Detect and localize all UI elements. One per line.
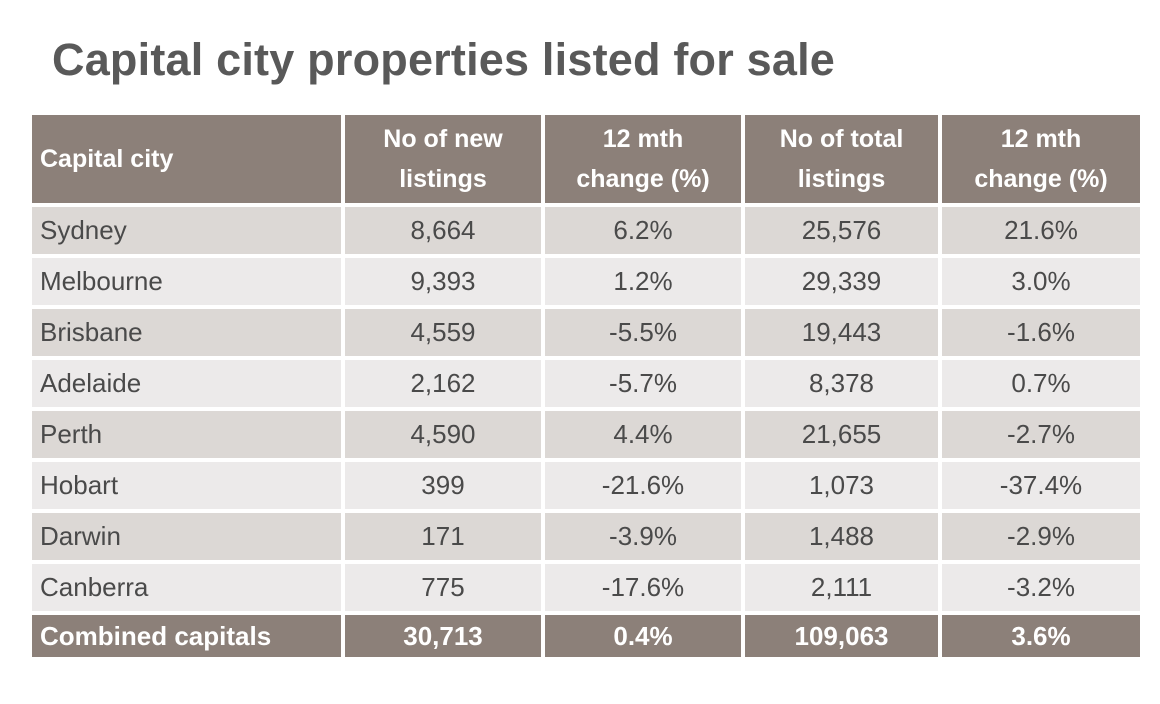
- header-label: listings: [399, 165, 487, 193]
- total-listings-cell: 1,488: [743, 511, 942, 564]
- totals-label: Combined capitals: [32, 613, 345, 661]
- total-listings-cell: 8,378: [743, 358, 942, 411]
- header-label: Capital city: [40, 145, 174, 173]
- header-new-change: 12 mth change (%): [543, 115, 745, 207]
- new-change-cell: 1.2%: [543, 256, 745, 309]
- table-row: Darwin 171 -3.9% 1,488 -2.9%: [32, 511, 1140, 564]
- new-listings-cell: 171: [343, 511, 545, 564]
- header-label: 12 mth: [602, 125, 684, 153]
- new-change-cell: -3.9%: [543, 511, 745, 564]
- table-row: Sydney 8,664 6.2% 25,576 21.6%: [32, 205, 1140, 258]
- city-cell: Canberra: [32, 562, 345, 615]
- new-change-cell: -5.7%: [543, 358, 745, 411]
- new-listings-cell: 8,664: [343, 205, 545, 258]
- total-change-cell: -2.9%: [940, 511, 1140, 564]
- total-change-cell: 21.6%: [940, 205, 1140, 258]
- city-cell: Darwin: [32, 511, 345, 564]
- totals-new-change: 0.4%: [543, 613, 745, 661]
- city-cell: Adelaide: [32, 358, 345, 411]
- city-cell: Perth: [32, 409, 345, 462]
- total-change-cell: 0.7%: [940, 358, 1140, 411]
- city-cell: Brisbane: [32, 307, 345, 360]
- new-listings-cell: 775: [343, 562, 545, 615]
- new-listings-cell: 9,393: [343, 256, 545, 309]
- total-change-cell: -3.2%: [940, 562, 1140, 615]
- new-change-cell: 6.2%: [543, 205, 745, 258]
- total-listings-cell: 19,443: [743, 307, 942, 360]
- header-total-change: 12 mth change (%): [940, 115, 1140, 207]
- table-row: Adelaide 2,162 -5.7% 8,378 0.7%: [32, 358, 1140, 411]
- header-label: change (%): [576, 165, 710, 193]
- header-capital-city: Capital city: [32, 115, 345, 207]
- total-change-cell: -37.4%: [940, 460, 1140, 513]
- page-title: Capital city properties listed for sale: [52, 34, 836, 85]
- city-cell: Hobart: [32, 460, 345, 513]
- totals-total-change: 3.6%: [940, 613, 1140, 661]
- header-total-listings: No of total listings: [743, 115, 942, 207]
- header-row: Capital city No of new listings 12 mth c…: [32, 115, 1140, 207]
- header-label: No of total: [779, 125, 904, 153]
- header-label: 12 mth: [1000, 125, 1082, 153]
- total-listings-cell: 1,073: [743, 460, 942, 513]
- new-listings-cell: 399: [343, 460, 545, 513]
- total-change-cell: 3.0%: [940, 256, 1140, 309]
- header-label: listings: [797, 165, 886, 193]
- total-change-cell: -1.6%: [940, 307, 1140, 360]
- total-change-cell: -2.7%: [940, 409, 1140, 462]
- new-change-cell: 4.4%: [543, 409, 745, 462]
- total-listings-cell: 2,111: [743, 562, 942, 615]
- total-listings-cell: 25,576: [743, 205, 942, 258]
- table-row: Canberra 775 -17.6% 2,111 -3.2%: [32, 562, 1140, 615]
- table-row: Brisbane 4,559 -5.5% 19,443 -1.6%: [32, 307, 1140, 360]
- table-row: Perth 4,590 4.4% 21,655 -2.7%: [32, 409, 1140, 462]
- totals-new-listings: 30,713: [343, 613, 545, 661]
- new-listings-cell: 4,559: [343, 307, 545, 360]
- new-change-cell: -17.6%: [543, 562, 745, 615]
- city-cell: Melbourne: [32, 256, 345, 309]
- totals-row: Combined capitals 30,713 0.4% 109,063 3.…: [32, 613, 1140, 661]
- new-listings-cell: 4,590: [343, 409, 545, 462]
- total-listings-cell: 29,339: [743, 256, 942, 309]
- new-change-cell: -21.6%: [543, 460, 745, 513]
- new-change-cell: -5.5%: [543, 307, 745, 360]
- listings-table: Capital city No of new listings 12 mth c…: [32, 115, 1140, 661]
- new-listings-cell: 2,162: [343, 358, 545, 411]
- header-new-listings: No of new listings: [343, 115, 545, 207]
- table-row: Melbourne 9,393 1.2% 29,339 3.0%: [32, 256, 1140, 309]
- total-listings-cell: 21,655: [743, 409, 942, 462]
- table-row: Hobart 399 -21.6% 1,073 -37.4%: [32, 460, 1140, 513]
- totals-total-listings: 109,063: [743, 613, 942, 661]
- city-cell: Sydney: [32, 205, 345, 258]
- header-label: change (%): [974, 165, 1108, 193]
- header-label: No of new: [383, 125, 503, 153]
